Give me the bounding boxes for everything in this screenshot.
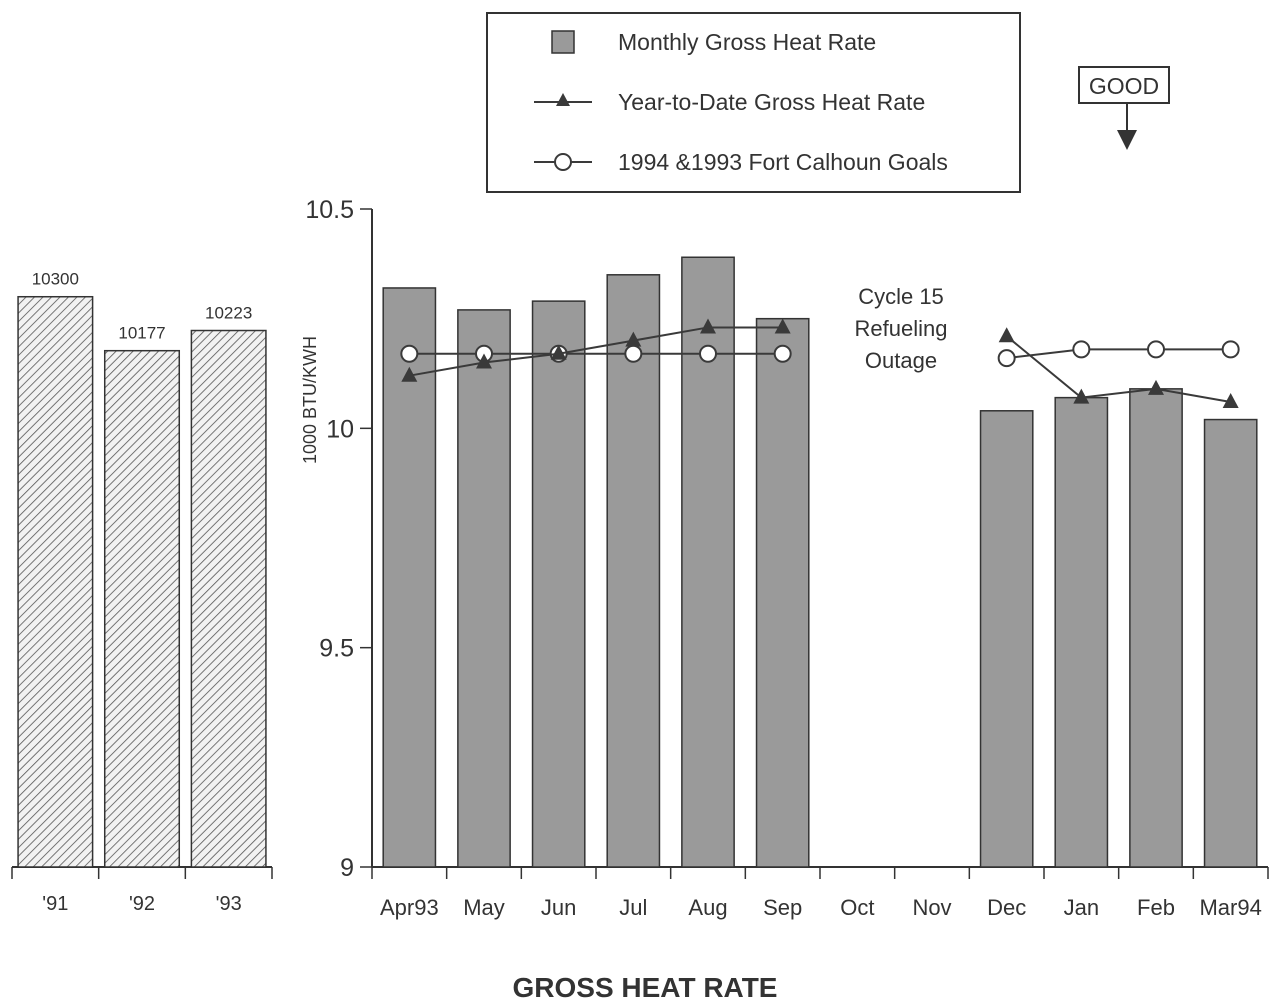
annual-bar-value-label: 10177: [118, 324, 165, 343]
x-tick-label: May: [463, 895, 505, 920]
legend-label-monthly: Monthly Gross Heat Rate: [618, 29, 876, 55]
outage-label-line-2: Refueling: [855, 316, 948, 341]
goal-point: [997, 349, 1016, 368]
x-tick-label: Jul: [619, 895, 647, 920]
ytd-line-path: [1006, 335, 1231, 403]
ytd-point: [998, 327, 1015, 343]
ytd-point: [1148, 379, 1164, 395]
y-tick-label: 10: [326, 415, 354, 443]
goal-point: [1221, 340, 1240, 359]
ytd-point: [1222, 393, 1239, 409]
monthly-bar: [1129, 388, 1183, 868]
legend-circle-icon: [554, 153, 572, 171]
annual-bar-value-label: 10223: [205, 304, 252, 323]
down-arrow-icon: [1117, 130, 1137, 150]
annual-panel: 10300 '91 10177 '92 10223 '93: [11, 270, 273, 915]
goal-line-path: [1006, 348, 1231, 360]
x-tick-label: Feb: [1137, 895, 1175, 920]
monthly-bar: [606, 274, 661, 868]
good-indicator: GOOD: [1078, 66, 1170, 150]
legend-label-ytd: Year-to-Date Gross Heat Rate: [618, 89, 925, 115]
ytd-point: [1073, 388, 1090, 404]
outage-annotation: Cycle 15 Refueling Outage: [855, 284, 948, 373]
legend-label-goal: 1994 &1993 Fort Calhoun Goals: [618, 149, 948, 175]
monthly-bar: [382, 287, 437, 868]
annual-x-tick-label: '93: [216, 893, 242, 915]
monthly-bar: [457, 309, 511, 868]
monthly-bar: [531, 300, 586, 868]
x-tick-label: Dec: [987, 895, 1026, 920]
x-tick-label: Nov: [912, 895, 951, 920]
x-tick-label: Oct: [840, 895, 874, 920]
x-tick-label: Mar94: [1199, 895, 1261, 920]
legend-bar-swatch: [551, 30, 575, 54]
x-tick-label: Jun: [541, 895, 576, 920]
y-axis-label: 1000 BTU/KWH: [300, 336, 320, 464]
ytd-point: [774, 318, 791, 334]
outage-label-line-1: Cycle 15: [858, 284, 944, 309]
goal-point: [1147, 340, 1165, 359]
x-tick-label: Sep: [763, 895, 802, 920]
goal-point: [773, 344, 792, 363]
monthly-bar: [1203, 418, 1258, 868]
ytd-point: [476, 353, 492, 369]
goal-point: [400, 344, 419, 363]
monthly-bar: [1054, 396, 1109, 868]
x-tick-label: Jan: [1064, 895, 1099, 920]
monthly-panel: 9 9.5 10 10.5 1000 BTU/KWH Apr93 May Jun Jul Au…: [300, 196, 1269, 920]
goal-point: [624, 344, 643, 363]
x-tick-label: Aug: [688, 895, 727, 920]
ytd-point: [550, 344, 567, 360]
ytd-point: [401, 366, 418, 382]
chart-title: GROSS HEAT RATE: [513, 972, 778, 1002]
annual-x-tick-label: '92: [129, 893, 155, 915]
y-tick-label: 9: [340, 854, 354, 882]
annual-x-tick-label: '91: [42, 893, 68, 915]
ytd-point: [700, 318, 716, 334]
ytd-point: [625, 331, 642, 347]
ytd-line-path: [409, 326, 783, 377]
y-tick-label: 10.5: [305, 196, 354, 224]
annual-bar: [190, 329, 267, 868]
monthly-bar: [979, 410, 1034, 868]
legend: Monthly Gross Heat Rate Year-to-Date Gro…: [486, 12, 1021, 193]
legend-triangle-icon: [556, 93, 570, 106]
annual-bar-value-label: 10300: [32, 270, 79, 289]
annual-bar: [103, 349, 181, 868]
annual-bar: [17, 295, 94, 868]
goal-point: [1072, 340, 1091, 359]
monthly-bar: [755, 317, 810, 868]
goal-point: [699, 344, 717, 363]
y-tick-label: 9.5: [319, 635, 354, 663]
outage-label-line-3: Outage: [865, 348, 937, 373]
good-label: GOOD: [1089, 73, 1159, 99]
good-box: [1078, 66, 1170, 104]
x-tick-label: Apr93: [380, 895, 439, 920]
